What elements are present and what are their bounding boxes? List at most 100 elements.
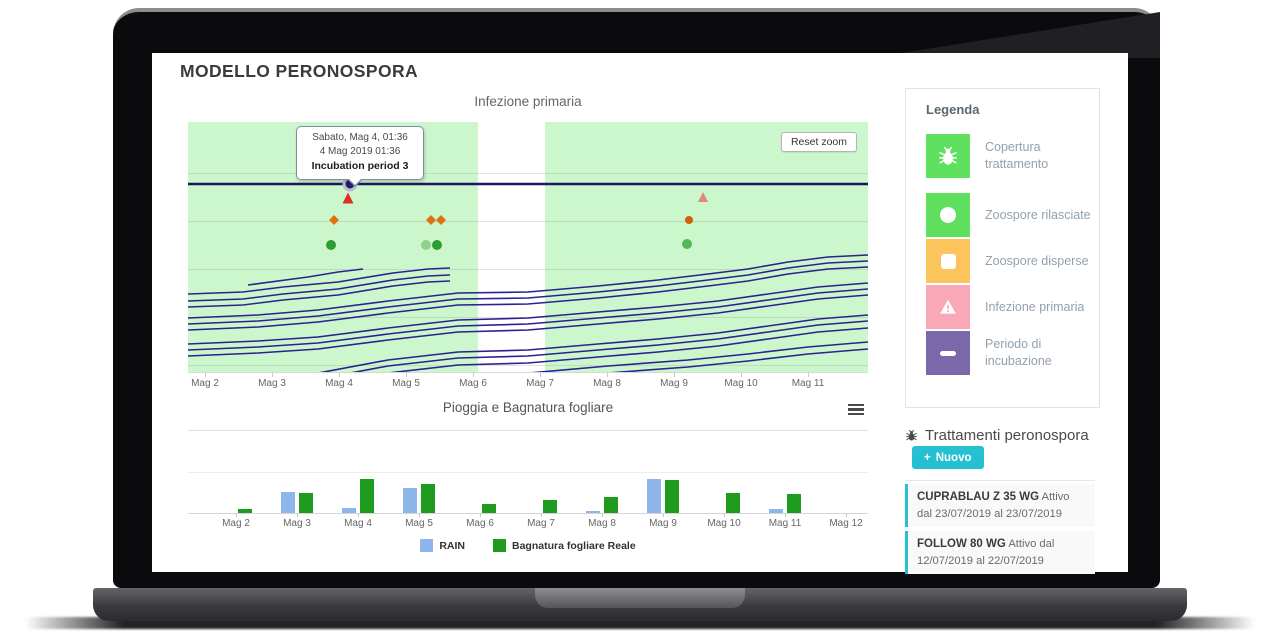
- laptop-base-notch: [535, 588, 745, 608]
- treatments-header-label: Trattamenti peronospora: [925, 427, 1089, 444]
- dash-icon: [926, 331, 970, 375]
- legend-item-bagnatura[interactable]: Bagnatura fogliare Reale: [492, 539, 636, 552]
- rain-bar: [403, 488, 417, 513]
- incubation-curve: [531, 341, 868, 372]
- bagnatura-bar: [482, 503, 496, 513]
- treatment-name: CUPRABLAU Z 35 WG: [917, 491, 1040, 503]
- triangle-marker: [698, 192, 708, 202]
- incubation-curve: [188, 254, 868, 319]
- bagnatura-bar: [787, 494, 801, 513]
- x-axis-label: Mag 7: [527, 518, 555, 529]
- rain-bar: [281, 492, 295, 513]
- chart-pioggia-title: Pioggia e Bagnatura fogliare: [442, 400, 614, 415]
- warning-triangle-icon: [926, 285, 970, 329]
- triangle-marker: [342, 192, 354, 204]
- screen-glare: [870, 12, 1160, 58]
- circle-icon: [926, 193, 970, 237]
- new-treatment-label: Nuovo: [935, 451, 972, 464]
- axis-tick: [846, 513, 847, 517]
- gridline: [188, 173, 868, 174]
- reset-zoom-button[interactable]: Reset zoom: [780, 132, 857, 152]
- x-axis-label: Mag 2: [191, 378, 219, 389]
- diamond-marker: [436, 215, 446, 225]
- x-axis-label: Mag 10: [724, 378, 758, 389]
- bagnatura-swatch: [492, 539, 506, 552]
- treatment-item[interactable]: FOLLOW 80 WG Attivo dal 12/07/2019 al 22…: [905, 531, 1095, 574]
- treatment-status: Attivo dal 23/07/2019 al 23/07/2019: [917, 491, 1070, 520]
- square-icon: [926, 239, 970, 283]
- treatments-header: Trattamenti peronospora: [905, 427, 1135, 444]
- axis-tick: [808, 373, 809, 377]
- axis-tick: [785, 513, 786, 517]
- new-treatment-button[interactable]: + Nuovo: [912, 446, 984, 469]
- axis-tick: [205, 373, 206, 377]
- axis-tick: [236, 513, 237, 517]
- x-axis-label: Mag 10: [707, 518, 741, 529]
- rain-swatch: [420, 539, 434, 552]
- chart-infezione-canvas: [188, 176, 868, 372]
- x-axis-label: Mag 5: [405, 518, 433, 529]
- treatment-coverage-band: [545, 122, 868, 372]
- incubation-curve: [247, 268, 364, 286]
- x-axis-label: Mag 5: [392, 378, 420, 389]
- tooltip-datetime: Sabato, Mag 4, 01:36: [312, 132, 408, 143]
- legend-item-rain[interactable]: RAIN: [420, 539, 465, 552]
- chart-tooltip: Sabato, Mag 4, 01:36 4 Mag 2019 01:36 In…: [296, 126, 424, 187]
- gridline: [188, 221, 868, 222]
- x-axis-label: Mag 8: [593, 378, 621, 389]
- legend-row-rilasciate: Zoospore rilasciate: [926, 193, 1099, 237]
- axis-tick: [674, 373, 675, 377]
- incubation-curve: [188, 288, 868, 351]
- axis-tick: [540, 373, 541, 377]
- incubation-curve: [188, 267, 451, 295]
- legend-row-disperse: Zoospore disperse: [926, 239, 1099, 283]
- axis-tick: [406, 373, 407, 377]
- bagnatura-label: Bagnatura fogliare Reale: [511, 539, 636, 552]
- diamond-marker: [426, 215, 436, 225]
- treatment-item[interactable]: CUPRABLAU Z 35 WG Attivo dal 23/07/2019 …: [905, 484, 1095, 527]
- chart-menu-icon[interactable]: [848, 404, 864, 416]
- legend-label: Periodo di incubazione: [985, 337, 1052, 368]
- legend-panel: Legenda Copertura trat: [905, 88, 1100, 408]
- bug-icon: [926, 134, 970, 178]
- x-axis-label: Mag 6: [466, 518, 494, 529]
- x-axis-label: Mag 6: [459, 378, 487, 389]
- chart-infezione-axis-line: [188, 372, 868, 373]
- tooltip-date: 4 Mag 2019 01:36: [319, 146, 401, 157]
- incubation-curve: [188, 280, 451, 308]
- axis-tick: [297, 513, 298, 517]
- legend-label: Infezione primaria: [985, 299, 1085, 314]
- bug-icon: [906, 430, 917, 441]
- axis-tick: [741, 373, 742, 377]
- circle-marker: [421, 240, 431, 250]
- x-axis-label: Mag 11: [791, 378, 825, 389]
- rain-bar: [586, 510, 600, 513]
- axis-tick: [541, 513, 542, 517]
- circle-marker: [432, 240, 442, 250]
- rain-bar: [769, 508, 783, 513]
- divider: [905, 480, 1095, 481]
- gridline: [188, 269, 868, 270]
- x-axis-label: Mag 12: [829, 518, 863, 529]
- x-axis-label: Mag 11: [768, 518, 802, 529]
- rain-bar: [647, 478, 661, 513]
- chart-pioggia-legend: RAIN Bagnatura fogliare Reale: [188, 539, 868, 552]
- page-title: MODELLO PERONOSPORA: [180, 61, 419, 81]
- gridline: [188, 472, 868, 473]
- incubation-curve: [188, 266, 868, 331]
- laptop-screen-bezel: MODELLO PERONOSPORA Infezione primaria S…: [113, 8, 1160, 588]
- plus-icon: +: [924, 451, 931, 464]
- chart-infezione-plot[interactable]: Sabato, Mag 4, 01:36 4 Mag 2019 01:36 In…: [188, 122, 868, 372]
- x-axis-label: Mag 4: [344, 518, 372, 529]
- bagnatura-bar: [360, 478, 374, 513]
- bagnatura-bar: [543, 499, 557, 513]
- chart-pioggia-plot: [188, 430, 868, 514]
- axis-tick: [602, 513, 603, 517]
- bagnatura-bar: [421, 483, 435, 513]
- axis-tick: [724, 513, 725, 517]
- treatment-status: Attivo dal 12/07/2019 al 22/07/2019: [917, 538, 1055, 567]
- axis-tick: [473, 373, 474, 377]
- legend-row-incubazione: Periodo di incubazione: [926, 331, 1099, 375]
- legend-label: Zoospore disperse: [985, 253, 1089, 268]
